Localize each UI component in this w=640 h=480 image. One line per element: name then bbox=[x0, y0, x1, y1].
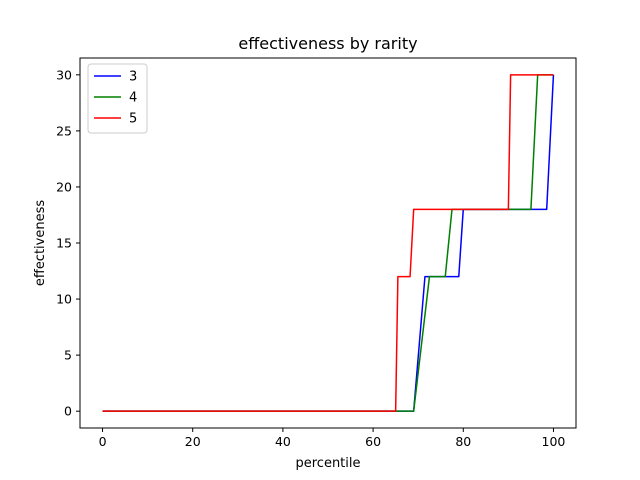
y-tick-label: 15 bbox=[56, 236, 72, 251]
chart-title: effectiveness by rarity bbox=[238, 34, 417, 53]
y-tick-label: 20 bbox=[56, 179, 72, 194]
legend-box bbox=[87, 63, 148, 134]
x-axis-ticks: 0 20 40 60 80 100 bbox=[99, 428, 566, 449]
y-tick-label: 0 bbox=[64, 404, 72, 419]
legend-label: 4 bbox=[129, 91, 137, 106]
x-tick-label: 100 bbox=[542, 434, 566, 449]
y-tick-label: 5 bbox=[64, 348, 72, 363]
x-tick-label: 60 bbox=[365, 434, 381, 449]
y-tick-label: 25 bbox=[56, 123, 72, 138]
legend-label: 3 bbox=[129, 70, 137, 85]
x-tick-label: 80 bbox=[455, 434, 471, 449]
legend-label: 5 bbox=[129, 112, 137, 127]
y-tick-label: 30 bbox=[56, 67, 72, 82]
x-axis-label: percentile bbox=[295, 456, 360, 471]
y-axis-ticks: 0 5 10 15 20 25 30 bbox=[56, 67, 80, 419]
x-tick-label: 20 bbox=[185, 434, 201, 449]
series-line-5 bbox=[102, 74, 554, 412]
y-axis-label: effectiveness bbox=[33, 200, 48, 287]
legend: 3 4 5 bbox=[87, 63, 148, 134]
x-tick-label: 40 bbox=[275, 434, 291, 449]
series-layer bbox=[102, 74, 555, 412]
y-tick-label: 10 bbox=[56, 292, 72, 307]
series-line-4 bbox=[102, 74, 554, 412]
x-tick-label: 0 bbox=[99, 434, 107, 449]
